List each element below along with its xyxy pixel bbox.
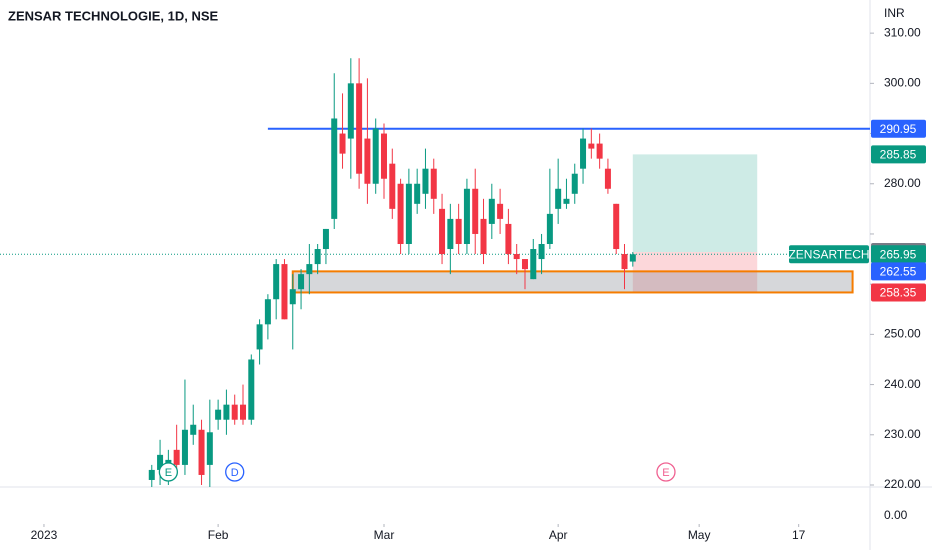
candle-body bbox=[447, 218, 454, 250]
candle-body bbox=[364, 138, 371, 184]
x-tick-label: May bbox=[688, 528, 711, 542]
candle-body bbox=[488, 198, 495, 224]
x-tick-label: 2023 bbox=[31, 528, 58, 542]
candle-body bbox=[430, 168, 437, 199]
candle-body bbox=[497, 203, 504, 219]
event-marker bbox=[656, 462, 676, 482]
candle-body bbox=[596, 143, 603, 159]
symbol-label-box bbox=[789, 245, 869, 264]
price-label-box bbox=[871, 245, 926, 264]
candle-body bbox=[513, 254, 520, 260]
candle-body bbox=[613, 203, 620, 250]
candle-body bbox=[347, 83, 354, 139]
candle-body bbox=[604, 168, 611, 189]
price-label-box bbox=[871, 283, 926, 302]
candle-body bbox=[273, 264, 280, 300]
profit-zone bbox=[632, 154, 758, 253]
x-tick-label: Feb bbox=[208, 528, 229, 542]
candle-body bbox=[588, 143, 595, 149]
candle-body bbox=[264, 299, 271, 325]
candle-body bbox=[397, 183, 404, 245]
candle-body bbox=[356, 83, 363, 174]
candle-body bbox=[555, 188, 562, 209]
y-tick-label: 250.00 bbox=[884, 327, 921, 341]
candle-body bbox=[571, 173, 578, 194]
candle-body bbox=[173, 449, 180, 465]
support-zone bbox=[291, 270, 854, 294]
candle-body bbox=[546, 213, 553, 245]
candle-body bbox=[322, 228, 329, 250]
candle-body bbox=[463, 188, 470, 245]
candle-body bbox=[240, 404, 247, 420]
candle-body bbox=[439, 208, 446, 255]
event-marker bbox=[158, 462, 179, 482]
candle-body bbox=[414, 183, 421, 204]
candle-body bbox=[298, 274, 305, 290]
candle-body bbox=[157, 454, 164, 470]
candle-body bbox=[521, 259, 528, 270]
candle-body bbox=[563, 198, 570, 204]
candle-body bbox=[530, 249, 537, 280]
y-tick-label: 240.00 bbox=[884, 377, 921, 391]
candle-body bbox=[331, 118, 338, 219]
event-label: E bbox=[662, 467, 669, 479]
candle-body bbox=[314, 249, 321, 265]
x-tick-label: Mar bbox=[374, 528, 395, 542]
candle-body bbox=[580, 138, 587, 169]
candle-body bbox=[372, 128, 379, 184]
candle-body bbox=[621, 254, 628, 270]
candle-body bbox=[231, 404, 238, 420]
x-tick-label: Apr bbox=[549, 528, 568, 542]
candle-body bbox=[181, 429, 188, 465]
candle-body bbox=[472, 188, 479, 234]
y-tick-label: 280.00 bbox=[884, 176, 921, 190]
volume-axis-label: 0.00 bbox=[884, 508, 908, 522]
price-label: 290.95 bbox=[880, 122, 917, 136]
candle-body bbox=[215, 409, 222, 420]
y-tick-label: 230.00 bbox=[884, 427, 921, 441]
price-label: 262.55 bbox=[880, 265, 917, 279]
candle-body bbox=[629, 254, 636, 262]
candle-body bbox=[256, 324, 263, 350]
y-tick-label: 300.00 bbox=[884, 76, 921, 90]
candle-body bbox=[281, 264, 288, 320]
price-label: 285.85 bbox=[880, 148, 917, 162]
candle-body bbox=[455, 218, 462, 245]
event-label: E bbox=[165, 467, 172, 479]
y-tick-label: 220.00 bbox=[884, 477, 921, 491]
event-label: D bbox=[231, 467, 239, 479]
price-label-box bbox=[871, 262, 926, 281]
price-label: 258.35 bbox=[880, 286, 917, 300]
candle-body bbox=[480, 218, 487, 255]
price-label-box bbox=[871, 119, 926, 138]
candle-body bbox=[289, 289, 296, 305]
candle-body bbox=[206, 432, 213, 465]
chart-title: ZENSAR TECHNOLOGIE, 1D, NSE bbox=[8, 8, 219, 23]
event-marker bbox=[225, 462, 245, 482]
candle-body bbox=[422, 168, 429, 194]
x-tick-label: 17 bbox=[792, 528, 806, 542]
y-tick-label: 310.00 bbox=[884, 25, 921, 39]
price-label-box bbox=[871, 145, 926, 164]
candle-body bbox=[505, 223, 512, 255]
candle-body bbox=[198, 429, 205, 475]
candle-body bbox=[223, 404, 230, 420]
price-label: 265.95 bbox=[880, 247, 917, 261]
candle-body bbox=[538, 244, 545, 260]
candle-body bbox=[148, 469, 155, 480]
currency: INR bbox=[884, 6, 905, 20]
symbol-label: ZENSARTECH bbox=[788, 247, 869, 261]
candle-body bbox=[190, 424, 197, 435]
candle-body bbox=[405, 183, 412, 245]
candle-body bbox=[389, 163, 396, 209]
candle-body bbox=[339, 133, 346, 154]
candle-body bbox=[248, 359, 255, 420]
candle-body bbox=[380, 133, 387, 179]
candle-body bbox=[306, 264, 313, 275]
